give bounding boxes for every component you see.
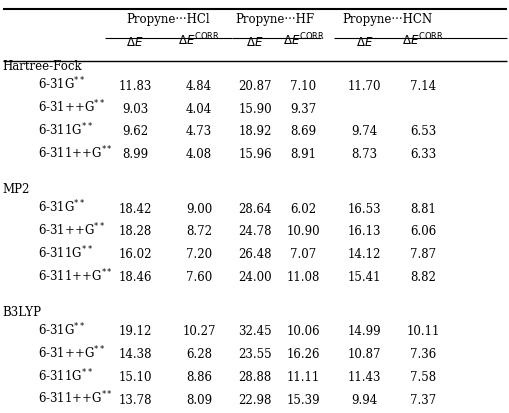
Text: Propyne···HCN: Propyne···HCN — [342, 13, 432, 26]
Text: $\Delta E$: $\Delta E$ — [246, 36, 263, 48]
Text: 16.02: 16.02 — [118, 247, 152, 261]
Text: 8.72: 8.72 — [186, 225, 211, 238]
Text: 15.41: 15.41 — [347, 270, 381, 283]
Text: 24.78: 24.78 — [238, 225, 271, 238]
Text: 15.39: 15.39 — [286, 393, 320, 406]
Text: 8.82: 8.82 — [410, 270, 435, 283]
Text: 6-311G$^{**}$: 6-311G$^{**}$ — [38, 121, 93, 138]
Text: 6-311++G$^{**}$: 6-311++G$^{**}$ — [38, 389, 113, 406]
Text: 9.94: 9.94 — [351, 393, 377, 406]
Text: 6.53: 6.53 — [409, 125, 436, 138]
Text: 16.53: 16.53 — [347, 202, 381, 215]
Text: 4.84: 4.84 — [185, 80, 212, 93]
Text: 16.13: 16.13 — [347, 225, 381, 238]
Text: 6-311G$^{**}$: 6-311G$^{**}$ — [38, 244, 93, 261]
Text: 7.87: 7.87 — [409, 247, 436, 261]
Text: B3LYP: B3LYP — [3, 305, 41, 318]
Text: 8.86: 8.86 — [186, 370, 211, 383]
Text: $\Delta E^{\rm CORR}$: $\Delta E^{\rm CORR}$ — [402, 32, 443, 48]
Text: 11.08: 11.08 — [286, 270, 320, 283]
Text: 6-31G$^{**}$: 6-31G$^{**}$ — [38, 321, 86, 337]
Text: 6.28: 6.28 — [186, 347, 211, 360]
Text: 6.06: 6.06 — [409, 225, 436, 238]
Text: 8.09: 8.09 — [185, 393, 212, 406]
Text: 9.00: 9.00 — [185, 202, 212, 215]
Text: 18.46: 18.46 — [118, 270, 152, 283]
Text: 28.88: 28.88 — [238, 370, 271, 383]
Text: 6.33: 6.33 — [409, 148, 436, 161]
Text: 14.12: 14.12 — [347, 247, 381, 261]
Text: 32.45: 32.45 — [238, 325, 271, 337]
Text: 20.87: 20.87 — [238, 80, 271, 93]
Text: 8.99: 8.99 — [122, 148, 148, 161]
Text: 9.37: 9.37 — [290, 102, 316, 115]
Text: 11.43: 11.43 — [347, 370, 381, 383]
Text: 6-31G$^{**}$: 6-31G$^{**}$ — [38, 76, 86, 93]
Text: 7.14: 7.14 — [409, 80, 436, 93]
Text: Propyne···HF: Propyne···HF — [235, 13, 315, 26]
Text: $\Delta E$: $\Delta E$ — [355, 36, 373, 48]
Text: 4.73: 4.73 — [185, 125, 212, 138]
Text: 4.04: 4.04 — [185, 102, 212, 115]
Text: 7.10: 7.10 — [290, 80, 316, 93]
Text: 9.03: 9.03 — [122, 102, 148, 115]
Text: 11.83: 11.83 — [118, 80, 152, 93]
Text: 7.37: 7.37 — [409, 393, 436, 406]
Text: 6-311++G$^{**}$: 6-311++G$^{**}$ — [38, 144, 113, 161]
Text: 7.07: 7.07 — [290, 247, 316, 261]
Text: 18.28: 18.28 — [118, 225, 152, 238]
Text: 24.00: 24.00 — [238, 270, 271, 283]
Text: 23.55: 23.55 — [238, 347, 271, 360]
Text: 8.81: 8.81 — [410, 202, 435, 215]
Text: 6-311G$^{**}$: 6-311G$^{**}$ — [38, 366, 93, 383]
Text: Propyne···HCl: Propyne···HCl — [126, 13, 210, 26]
Text: 10.11: 10.11 — [406, 325, 439, 337]
Text: 6-31++G$^{**}$: 6-31++G$^{**}$ — [38, 99, 105, 115]
Text: 6-311++G$^{**}$: 6-311++G$^{**}$ — [38, 267, 113, 283]
Text: 7.60: 7.60 — [185, 270, 212, 283]
Text: Hartree-Fock: Hartree-Fock — [3, 60, 82, 73]
Text: 4.08: 4.08 — [185, 148, 212, 161]
Text: 11.11: 11.11 — [286, 370, 320, 383]
Text: 7.58: 7.58 — [409, 370, 436, 383]
Text: 18.42: 18.42 — [118, 202, 152, 215]
Text: MP2: MP2 — [3, 183, 30, 196]
Text: 10.27: 10.27 — [182, 325, 215, 337]
Text: 6.02: 6.02 — [290, 202, 316, 215]
Text: $\Delta E^{\rm CORR}$: $\Delta E^{\rm CORR}$ — [178, 32, 219, 48]
Text: 28.64: 28.64 — [238, 202, 271, 215]
Text: 18.92: 18.92 — [238, 125, 271, 138]
Text: 15.10: 15.10 — [118, 370, 152, 383]
Text: 11.70: 11.70 — [347, 80, 381, 93]
Text: 8.73: 8.73 — [351, 148, 377, 161]
Text: 15.90: 15.90 — [238, 102, 271, 115]
Text: $\Delta E$: $\Delta E$ — [126, 36, 144, 48]
Text: 7.36: 7.36 — [409, 347, 436, 360]
Text: 10.87: 10.87 — [347, 347, 381, 360]
Text: 6-31++G$^{**}$: 6-31++G$^{**}$ — [38, 344, 105, 360]
Text: 16.26: 16.26 — [286, 347, 320, 360]
Text: 9.62: 9.62 — [122, 125, 148, 138]
Text: 6-31++G$^{**}$: 6-31++G$^{**}$ — [38, 221, 105, 238]
Text: 8.69: 8.69 — [290, 125, 316, 138]
Text: 8.91: 8.91 — [290, 148, 316, 161]
Text: 14.38: 14.38 — [118, 347, 152, 360]
Text: 7.20: 7.20 — [185, 247, 212, 261]
Text: 10.90: 10.90 — [286, 225, 320, 238]
Text: $\Delta E^{\rm CORR}$: $\Delta E^{\rm CORR}$ — [282, 32, 324, 48]
Text: 13.78: 13.78 — [118, 393, 152, 406]
Text: 6-31G$^{**}$: 6-31G$^{**}$ — [38, 199, 86, 215]
Text: 26.48: 26.48 — [238, 247, 271, 261]
Text: 14.99: 14.99 — [347, 325, 381, 337]
Text: 9.74: 9.74 — [351, 125, 377, 138]
Text: 15.96: 15.96 — [238, 148, 271, 161]
Text: 19.12: 19.12 — [118, 325, 152, 337]
Text: 22.98: 22.98 — [238, 393, 271, 406]
Text: 10.06: 10.06 — [286, 325, 320, 337]
